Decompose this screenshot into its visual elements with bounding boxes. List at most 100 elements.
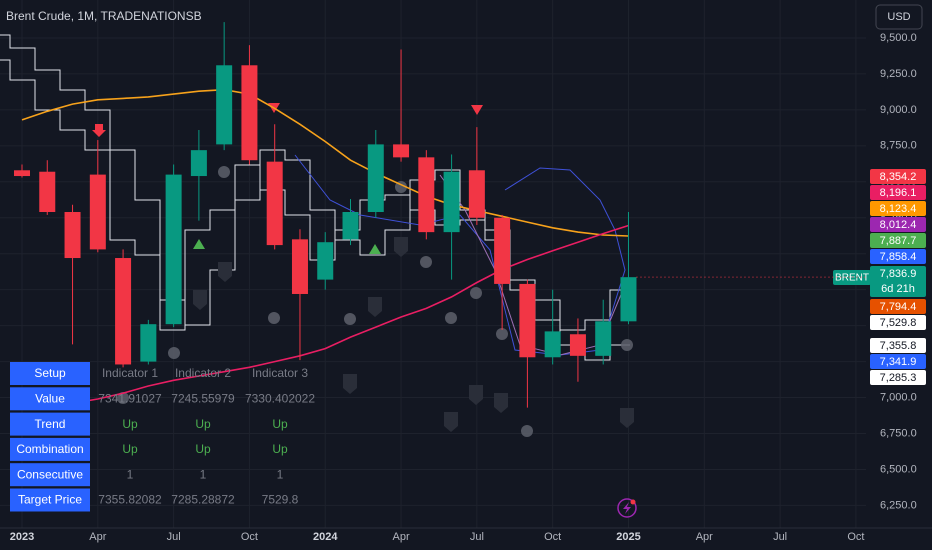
candle-body — [140, 324, 157, 362]
price-tag-label: 7,341.9 — [880, 356, 917, 368]
table-cell: Up — [122, 417, 138, 431]
price-tag — [870, 299, 926, 314]
table-row-label: Consecutive — [17, 467, 83, 481]
table-cell: Indicator 3 — [252, 366, 308, 380]
x-tick-label: 2024 — [313, 531, 338, 543]
x-tick-label: Apr — [89, 531, 106, 543]
marker — [521, 425, 533, 437]
y-tick-label: 9,500.0 — [880, 32, 917, 44]
flag — [218, 262, 232, 282]
marker — [344, 313, 356, 325]
plot-area — [0, 22, 637, 437]
table-cell: 1 — [277, 467, 284, 481]
price-tag — [870, 338, 926, 353]
marker — [445, 312, 457, 324]
price-tag-label: 7,355.8 — [880, 340, 917, 352]
candle-body — [165, 174, 182, 325]
candle-body — [367, 144, 384, 212]
flag — [469, 385, 483, 405]
candle-body — [190, 150, 207, 177]
candle-body — [468, 170, 485, 218]
ma-line — [21, 88, 629, 237]
y-tick-label: 9,250.0 — [880, 68, 917, 80]
candle-body — [544, 331, 561, 358]
alert-icon-bolt — [623, 502, 631, 514]
price-tag-label: 8,123.4 — [880, 203, 917, 215]
marker — [117, 392, 129, 404]
y-tick-label: 8,750.0 — [880, 140, 917, 152]
table-cell: 1 — [127, 467, 134, 481]
x-tick-label: Oct — [847, 531, 864, 543]
ma-line — [72, 224, 629, 405]
table-cell: 7529.8 — [262, 493, 299, 507]
currency-button[interactable] — [875, 4, 923, 30]
flag — [193, 290, 207, 310]
marker — [420, 256, 432, 268]
x-tick-label: 2025 — [616, 531, 640, 543]
candle-body — [569, 334, 586, 356]
table-button — [10, 362, 90, 385]
candle-body — [64, 212, 81, 259]
price-tag-label: 7,858.4 — [880, 251, 917, 263]
table-button — [10, 463, 90, 487]
table-cell: Up — [195, 442, 211, 456]
current-price-tag — [870, 266, 926, 297]
x-tick-label: 2023 — [10, 531, 34, 543]
price-tag — [870, 370, 926, 385]
price-tags: 8,354.2 8,196.1 8,123.4 8,012.4 7,887.7 7,858… — [833, 169, 926, 385]
sell-arrow — [92, 124, 106, 137]
candle-body — [216, 65, 233, 145]
table-cell: Up — [195, 417, 211, 431]
y-tick-label: 9,000.0 — [880, 104, 917, 116]
x-tick-label: Apr — [392, 531, 409, 543]
marker — [470, 287, 482, 299]
price-tag — [870, 217, 926, 232]
price-tag-label: 7,794.4 — [880, 301, 917, 313]
marker — [621, 339, 633, 351]
table-cell: 7330.402022 — [245, 391, 315, 405]
candle-body — [14, 170, 30, 177]
price-tag — [870, 354, 926, 369]
price-tag-label: 7,285.3 — [880, 372, 917, 384]
table-button — [10, 387, 90, 411]
candle-body — [418, 157, 435, 233]
price-tag-label: 8,196.1 — [880, 187, 917, 199]
symbol-label: BRENT — [835, 273, 869, 284]
candle-body — [89, 174, 106, 250]
y-tick-label: 6,500.0 — [880, 463, 917, 475]
current-price-label: 7,836.9 — [880, 268, 917, 280]
price-tag-label: 8,354.2 — [880, 171, 917, 183]
alert-dot — [630, 499, 636, 505]
flag — [620, 408, 634, 428]
candle-body — [241, 65, 258, 161]
marker — [218, 166, 230, 178]
price-tag — [870, 233, 926, 248]
alert-icon[interactable] — [617, 498, 637, 518]
flag — [343, 374, 357, 394]
symbol-tag — [833, 270, 871, 285]
table-button — [10, 412, 90, 436]
table-cell: Up — [272, 442, 288, 456]
table-cell: 1 — [200, 467, 207, 481]
candle-body — [266, 161, 283, 246]
flag — [494, 393, 508, 413]
table-cell: 7341.91027 — [98, 391, 162, 405]
table-row-label: Value — [35, 391, 65, 405]
table-button — [10, 488, 90, 512]
candle-body — [291, 239, 308, 294]
candle-body — [39, 171, 56, 212]
series — [21, 88, 629, 405]
price-tag — [870, 201, 926, 216]
x-tick-label: Jul — [773, 531, 787, 543]
table-button — [10, 437, 90, 461]
price-tag-label: 7,887.7 — [880, 235, 917, 247]
buy-signal — [369, 244, 381, 254]
sell-signal — [471, 105, 483, 115]
x-tick-label: Oct — [241, 531, 258, 543]
candle-body — [317, 242, 334, 280]
candle-body — [342, 212, 359, 240]
currency-label[interactable]: USD — [887, 11, 910, 23]
price-tag-label: 8,012.4 — [880, 219, 917, 231]
x-tick-label: Jul — [470, 531, 484, 543]
